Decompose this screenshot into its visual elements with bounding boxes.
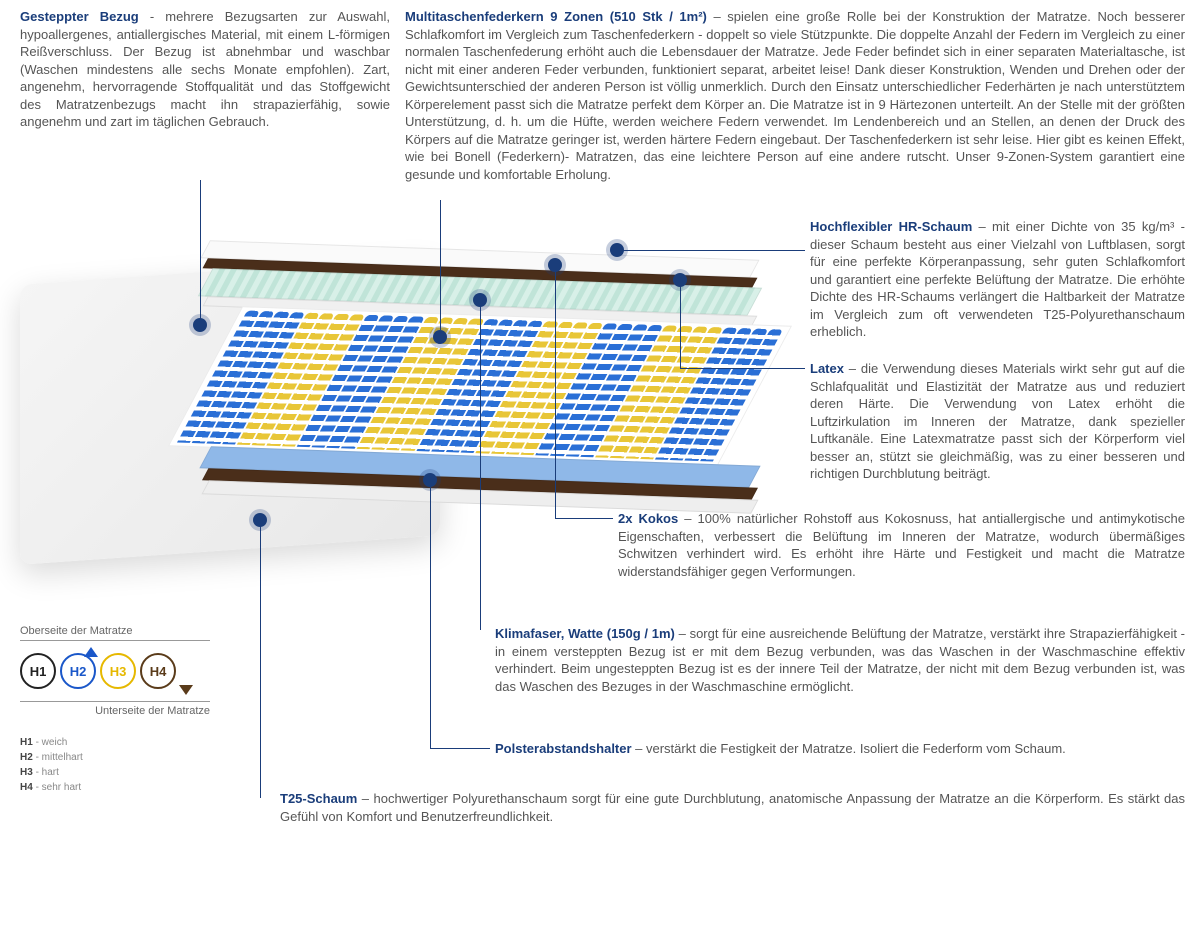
section-hrschaum: Hochflexibler HR-Schaum – mit einer Dich… xyxy=(810,218,1185,341)
hardness-legend: Oberseite der Matratze H1H2H3H4 Untersei… xyxy=(20,625,260,795)
legend-list-item: H4 - sehr hart xyxy=(20,780,260,795)
legend-top-label: Oberseite der Matratze xyxy=(20,625,260,637)
callout-line xyxy=(555,518,613,519)
callout-dot xyxy=(423,473,437,487)
legend-arrows-bottom xyxy=(20,685,210,695)
callout-line xyxy=(620,250,805,251)
callout-dot xyxy=(610,243,624,257)
callout-line xyxy=(440,200,441,330)
arrow-down-icon xyxy=(179,685,193,695)
hrschaum-title: Hochflexibler HR-Schaum xyxy=(810,219,972,234)
latex-title: Latex xyxy=(810,361,844,376)
legend-list-item: H2 - mittelhart xyxy=(20,750,260,765)
section-klimafaser: Klimafaser, Watte (150g / 1m) – sorgt fü… xyxy=(495,625,1185,695)
legend-circles: H1H2H3H4 xyxy=(20,653,260,689)
callout-line xyxy=(480,300,481,630)
callout-dot xyxy=(193,318,207,332)
legend-line-top xyxy=(20,640,210,641)
legend-bottom-label: Unterseite der Matratze xyxy=(20,705,210,717)
callout-dot xyxy=(473,293,487,307)
section-t25: T25-Schaum – hochwertiger Polyurethansch… xyxy=(280,790,1185,825)
federkern-body: – spielen eine große Rolle bei der Konst… xyxy=(405,9,1185,182)
polster-body: – verstärkt die Festigkeit der Matratze.… xyxy=(632,741,1066,756)
section-polster: Polsterabstandshalter – verstärkt die Fe… xyxy=(495,740,1185,758)
callout-line xyxy=(680,368,805,369)
legend-line-bottom xyxy=(20,701,210,702)
hrschaum-body: – mit einer Dichte von 35 kg/m³ - dieser… xyxy=(810,219,1185,339)
t25-title: T25-Schaum xyxy=(280,791,357,806)
section-latex: Latex – die Verwendung dieses Materials … xyxy=(810,360,1185,483)
klimafaser-title: Klimafaser, Watte (150g / 1m) xyxy=(495,626,675,641)
hardness-circle-h3: H3 xyxy=(100,653,136,689)
hardness-circle-h4: H4 xyxy=(140,653,176,689)
mattress-diagram xyxy=(20,210,800,610)
federkern-title: Multitaschenfederkern 9 Zonen (510 Stk /… xyxy=(405,9,707,24)
callout-dot xyxy=(673,273,687,287)
callout-line xyxy=(680,280,681,368)
hardness-circle-h1: H1 xyxy=(20,653,56,689)
callout-line xyxy=(430,748,490,749)
callout-line xyxy=(200,180,201,320)
latex-body: – die Verwendung dieses Materials wirkt … xyxy=(810,361,1185,481)
mattress-cutaway xyxy=(200,250,780,590)
section-bezug: Gesteppter Bezug - mehrere Bezugsarten z… xyxy=(20,8,390,131)
callout-dot xyxy=(433,330,447,344)
callout-dot xyxy=(253,513,267,527)
legend-list: H1 - weichH2 - mittelhartH3 - hartH4 - s… xyxy=(20,735,260,795)
callout-line xyxy=(260,520,261,798)
callout-line xyxy=(555,265,556,518)
callout-line xyxy=(430,480,431,748)
bezug-body: - mehrere Bezugsarten zur Auswahl, hypoa… xyxy=(20,9,390,129)
hardness-circle-h2: H2 xyxy=(60,653,96,689)
t25-body: – hochwertiger Polyurethanschaum sorgt f… xyxy=(280,791,1185,824)
section-federkern: Multitaschenfederkern 9 Zonen (510 Stk /… xyxy=(405,8,1185,183)
bezug-title: Gesteppter Bezug xyxy=(20,9,139,24)
legend-list-item: H3 - hart xyxy=(20,765,260,780)
callout-dot xyxy=(548,258,562,272)
polster-title: Polsterabstandshalter xyxy=(495,741,632,756)
legend-list-item: H1 - weich xyxy=(20,735,260,750)
